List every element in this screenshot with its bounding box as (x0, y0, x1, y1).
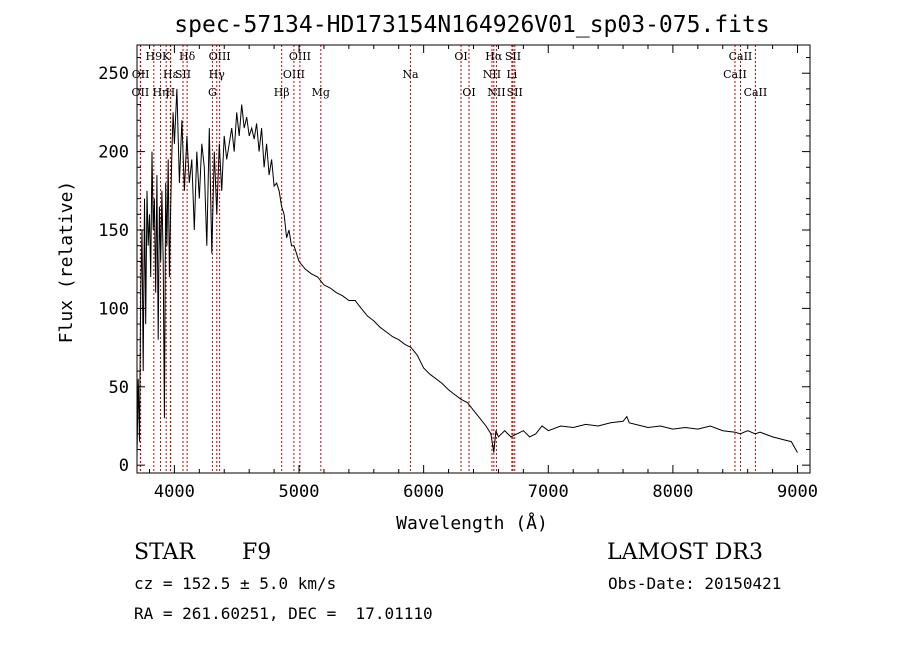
line-marker-label: Hβ (274, 86, 290, 99)
line-marker-label: SII (507, 86, 523, 99)
y-tick-label: 0 (119, 456, 129, 476)
line-marker-label: OII (132, 68, 150, 81)
line-marker-label: OIII (209, 50, 231, 63)
observation-date: Obs-Date: 20150421 (608, 574, 782, 593)
y-axis-label: Flux (relative) (56, 181, 77, 344)
line-marker-label: K (162, 50, 171, 63)
x-tick-label: 7000 (528, 482, 569, 502)
chart-title: spec-57134-HD173154N164926V01_sp03-075.f… (174, 12, 769, 38)
object-subclass: F9 (242, 540, 272, 565)
y-tick-label: 100 (98, 299, 129, 319)
x-axis-ticks: 4000 5000 6000 7000 8000 9000 (148, 45, 818, 502)
line-marker-label: OI (462, 86, 475, 99)
line-marker-label: Hα (485, 50, 503, 63)
line-marker-label: CaII (723, 68, 747, 81)
coordinates: RA = 261.60251, DEC = 17.01110 (134, 604, 433, 623)
line-marker-label: H9 (146, 50, 163, 63)
line-marker-label: Mg (312, 86, 330, 99)
object-class: STAR (134, 540, 195, 565)
redshift-cz: cz = 152.5 ± 5.0 km/s (134, 574, 337, 593)
y-tick-label: 150 (98, 221, 129, 241)
line-marker-label: CaII (744, 86, 768, 99)
line-marker-label: NII (483, 68, 501, 81)
line-marker-label: Hη (152, 86, 168, 99)
spectrum-line (136, 88, 798, 458)
line-marker-label: SII (175, 68, 191, 81)
line-marker-label: Hγ (209, 68, 226, 81)
line-marker-label: G (208, 86, 217, 99)
line-marker-label: OIII (289, 50, 311, 63)
x-tick-label: 5000 (279, 482, 320, 502)
line-marker-label: H (166, 86, 176, 99)
y-tick-label: 200 (98, 143, 129, 163)
x-tick-label: 9000 (777, 482, 818, 502)
line-marker-label: NII (487, 86, 505, 99)
line-marker-label: OII (132, 86, 150, 99)
x-tick-label: 4000 (154, 482, 195, 502)
x-tick-label: 6000 (403, 482, 444, 502)
survey-name: LAMOST DR3 (607, 540, 763, 565)
line-marker-label: OIII (283, 68, 305, 81)
y-tick-label: 250 (98, 64, 129, 84)
line-marker-label: SII (505, 50, 521, 63)
line-marker-label: Li (506, 68, 517, 81)
plot-frame (136, 44, 811, 474)
line-marker-label: Hδ (179, 50, 196, 63)
emission-line-labels: OII H9 OII Hε Hη K H SII Hδ OIII Hγ G Hβ OIII OIII Mg Na… (132, 50, 768, 99)
line-marker-label: Hε (163, 68, 179, 81)
line-marker-label: Na (402, 68, 419, 81)
y-axis-ticks: 0 50 100 150 200 250 (98, 57, 810, 476)
x-axis-label: Wavelength (Å) (396, 512, 548, 534)
line-marker-label: CaII (729, 50, 753, 63)
emission-line-markers (139, 45, 756, 473)
line-marker-label: OI (454, 50, 467, 63)
y-tick-label: 50 (109, 378, 129, 398)
x-tick-label: 8000 (652, 482, 693, 502)
